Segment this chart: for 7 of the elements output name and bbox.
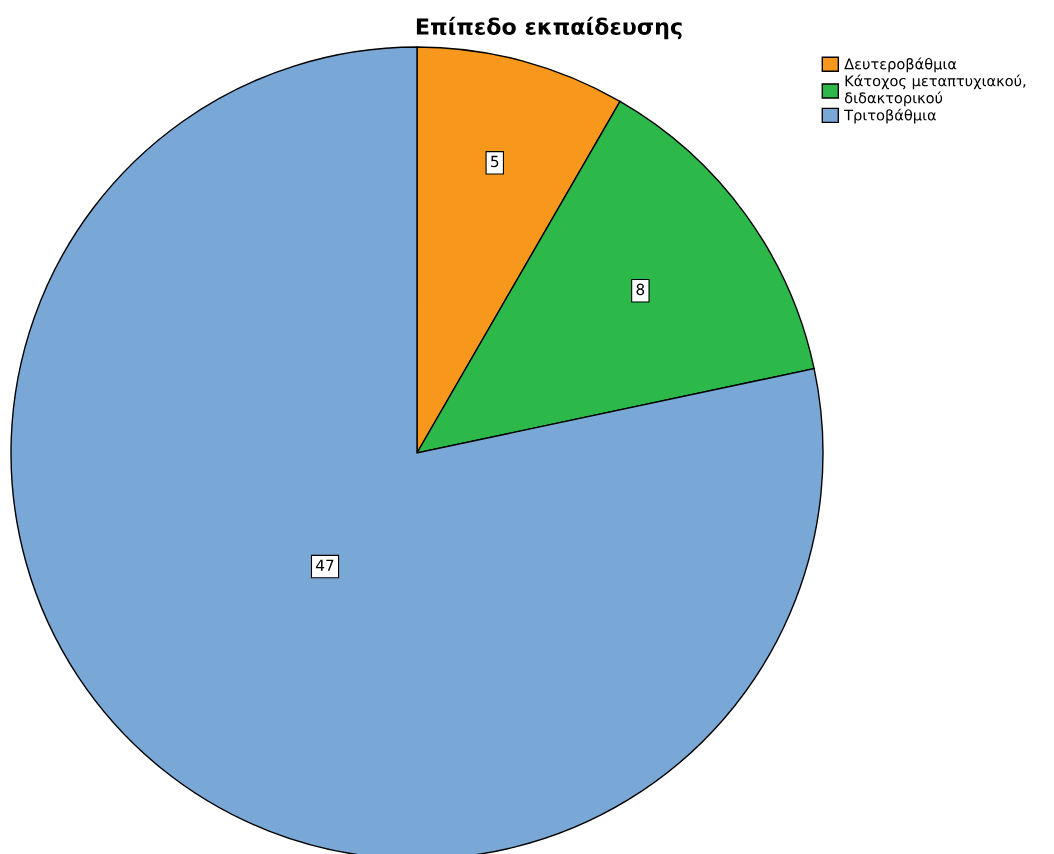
data-label: 8: [636, 283, 645, 296]
chart-title: Επίπεδο εκπαίδευσης: [416, 16, 682, 40]
data-label: 47: [316, 559, 334, 571]
legend-label: Δευτεροβάθμια: [844, 57, 957, 73]
data-label: 5: [491, 155, 499, 168]
legend-label: Κάτοχος μεταπτυχιακού, διδακτορικού: [844, 74, 1026, 107]
legend-label: Τριτοβάθμια: [844, 108, 936, 124]
